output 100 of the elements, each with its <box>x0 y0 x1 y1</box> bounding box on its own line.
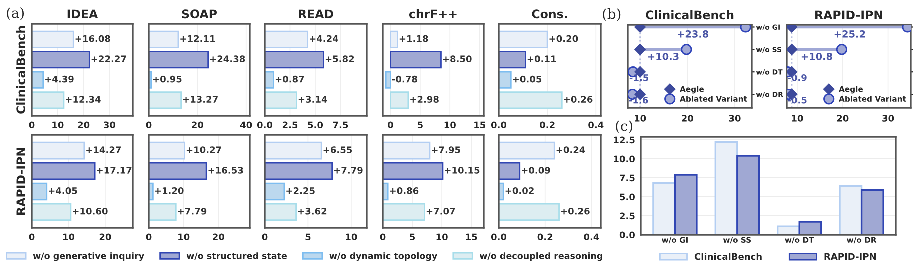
data-label: +7.95 <box>432 146 460 154</box>
x-tick-label: 20 <box>100 234 112 241</box>
x-tick-label: 0.4 <box>584 234 600 241</box>
bar <box>390 92 410 110</box>
x-tick-label: 0.4 <box>588 122 604 129</box>
data-label: +0.95 <box>153 76 182 83</box>
chart-title: SOAP <box>182 10 218 19</box>
y-tick-label: 2.5 <box>620 212 635 220</box>
data-label: +0.87 <box>276 76 304 83</box>
data-label: +3.14 <box>298 96 328 103</box>
legend-label: RAPID-IPN <box>824 253 876 260</box>
y-tick-label: 12.5 <box>614 136 635 144</box>
bar <box>32 162 96 180</box>
data-label: +13.27 <box>183 96 218 103</box>
bar <box>32 182 48 201</box>
data-label: +2.98 <box>410 96 439 103</box>
annotation: -1.6 <box>629 96 648 104</box>
annotation: +23.8 <box>678 30 709 38</box>
bar <box>265 162 334 180</box>
y-axis-title: ClinicalBench <box>16 26 26 114</box>
x-tick-label: 0 <box>380 234 386 241</box>
annotation: -1.5 <box>630 74 649 82</box>
bar <box>385 71 392 89</box>
y-tick-label: 5.0 <box>620 194 636 201</box>
bar <box>499 92 563 110</box>
x-tick-label: 0 <box>29 122 35 129</box>
data-label: +24.38 <box>210 56 246 62</box>
data-label: +0.20 <box>550 35 578 42</box>
bar <box>149 203 177 222</box>
data-label: +0.26 <box>561 208 590 215</box>
x-tick-label: 10 <box>178 234 190 241</box>
data-label: +7.79 <box>334 167 363 174</box>
x-tick-label: 20 <box>78 122 90 129</box>
data-label: +4.39 <box>46 76 74 83</box>
point <box>634 44 646 56</box>
point <box>787 44 798 56</box>
data-label: +10.60 <box>73 208 108 215</box>
bar <box>265 92 298 110</box>
x-tick-label: 2.5 <box>282 122 298 129</box>
x-tick-label: 30 <box>882 115 894 122</box>
chart-title: READ <box>299 10 334 18</box>
annotation: -0.5 <box>788 96 807 104</box>
x-tick-label: 5.0 <box>308 122 324 129</box>
bar <box>32 51 90 69</box>
data-label: +4.05 <box>49 188 78 194</box>
x-tick-label: 10 <box>792 115 804 122</box>
annotation: -0.9 <box>788 74 807 82</box>
bar <box>390 51 442 69</box>
x-tick-label: 10 <box>444 122 456 129</box>
x-tick-label: 15 <box>466 234 478 241</box>
text: (c) <box>616 120 633 134</box>
x-tick-label: 5 <box>418 122 423 129</box>
data-label: +7.79 <box>178 208 207 215</box>
bar <box>383 203 426 222</box>
annotation: +25.2 <box>834 30 866 38</box>
bar <box>499 203 560 222</box>
data-label: +16.53 <box>208 167 244 174</box>
y-axis-title: RAPID-IPN <box>16 148 26 215</box>
x-tick-label: 20 <box>682 115 694 122</box>
point <box>681 44 692 56</box>
x-tick-label: 0.2 <box>538 234 553 241</box>
x-tick-label: 0.2 <box>540 122 555 129</box>
bar <box>265 51 324 69</box>
x-tick-label: 10 <box>63 234 75 241</box>
point <box>836 44 848 56</box>
bar <box>860 189 884 235</box>
x-tick-label: 5 <box>306 234 311 241</box>
x-tick-label: 10 <box>52 122 64 129</box>
data-label: +1.20 <box>155 188 184 194</box>
annotation: +10.8 <box>802 52 832 60</box>
bar <box>149 92 182 110</box>
text: (a) <box>7 8 24 20</box>
x-tick-label: 10 <box>436 234 448 241</box>
data-label: +2.25 <box>286 188 315 194</box>
legend-label: w/o decoupled reasoning <box>480 252 602 262</box>
x-tick-label: 15 <box>474 122 486 129</box>
x-tick-label: 5 <box>410 234 416 241</box>
legend-label: w/o structured state <box>186 252 287 260</box>
legend-label: ClinicalBench <box>694 253 762 260</box>
x-tick-label: 10 <box>346 234 358 241</box>
bar <box>674 174 698 235</box>
x-tick-label: 30 <box>729 115 741 122</box>
x-tick-label: 0 <box>146 234 152 241</box>
bar <box>265 182 286 201</box>
chart-title: IDEA <box>68 10 98 18</box>
x-tick-label: 0.0 <box>491 122 507 129</box>
data-label: +0.02 <box>506 188 534 194</box>
bar <box>149 162 208 180</box>
legend-label: w/o dynamic topology <box>330 252 438 262</box>
data-label: +0.24 <box>556 146 586 154</box>
chart-title: chrF++ <box>409 9 457 19</box>
y-tick-label: 7.5 <box>620 174 635 182</box>
x-tick-label: 7.5 <box>333 122 348 129</box>
bar <box>736 155 760 235</box>
data-label: +14.27 <box>86 146 122 154</box>
data-label: +0.26 <box>564 96 593 103</box>
x-tick-label: 0 <box>146 122 152 129</box>
data-label: +22.27 <box>92 56 126 62</box>
x-tick-label: 40 <box>240 122 252 129</box>
x-tick-label: 10 <box>635 115 646 122</box>
